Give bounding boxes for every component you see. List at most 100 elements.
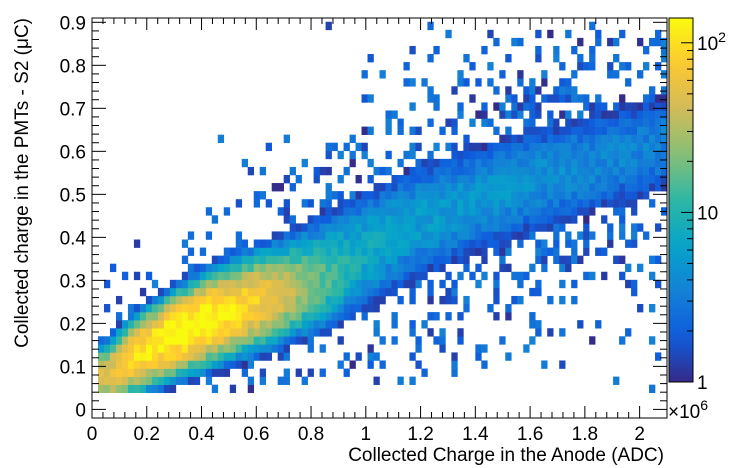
heatmap-cell xyxy=(151,320,159,329)
heatmap-cell xyxy=(205,263,213,273)
heatmap-cell xyxy=(475,158,482,168)
heatmap-cell xyxy=(145,376,153,385)
heatmap-cell xyxy=(373,166,380,176)
heatmap-cell xyxy=(589,158,596,168)
heatmap-cell xyxy=(541,70,548,79)
heatmap-cell xyxy=(301,271,308,281)
heatmap-cell xyxy=(415,263,422,273)
heatmap-cell xyxy=(493,199,500,208)
heatmap-cell xyxy=(553,191,560,200)
heatmap-cell xyxy=(391,207,398,216)
heatmap-cell xyxy=(241,295,249,305)
heatmap-cell xyxy=(451,118,458,127)
heatmap-cell xyxy=(535,207,542,216)
heatmap-cell xyxy=(463,295,470,305)
heatmap-cell xyxy=(559,134,566,144)
heatmap-cell xyxy=(151,360,159,369)
heatmap-cell xyxy=(145,328,153,337)
heatmap-cell xyxy=(133,384,141,394)
heatmap-cell xyxy=(457,191,464,200)
heatmap-cell xyxy=(565,183,572,192)
heatmap-cell xyxy=(565,86,572,95)
heatmap-cell xyxy=(277,247,284,256)
heatmap-cell xyxy=(259,328,266,337)
heatmap-cell xyxy=(487,191,494,200)
heatmap-cell xyxy=(319,247,326,256)
heatmap-cell xyxy=(337,279,344,289)
heatmap-cell xyxy=(637,304,644,313)
heatmap-cell xyxy=(109,336,117,345)
heatmap-cell xyxy=(499,183,506,192)
heatmap-cell xyxy=(541,174,548,184)
heatmap-cell xyxy=(361,215,368,224)
heatmap-cell xyxy=(445,312,452,321)
heatmap-cell xyxy=(409,352,416,361)
heatmap-cell xyxy=(463,239,470,248)
heatmap-cell xyxy=(133,376,141,385)
heatmap-cell xyxy=(373,320,380,329)
heatmap-cell xyxy=(259,255,266,264)
heatmap-cell xyxy=(421,263,428,273)
heatmap-cell xyxy=(613,142,620,152)
heatmap-cell xyxy=(613,166,620,176)
heatmap-cell xyxy=(625,134,632,144)
heatmap-cell xyxy=(181,328,189,337)
heatmap-cell xyxy=(457,223,464,232)
heatmap-cell xyxy=(523,271,530,281)
heatmap-cell xyxy=(307,295,314,305)
heatmap-cell xyxy=(229,263,237,273)
heatmap-cell xyxy=(433,183,440,192)
heatmap-cell xyxy=(661,166,668,176)
heatmap-cell xyxy=(517,199,524,208)
heatmap-cell xyxy=(385,199,392,208)
heatmap-cell xyxy=(205,271,213,281)
heatmap-cell xyxy=(385,239,392,248)
heatmap-cell xyxy=(193,336,201,345)
heatmap-cell xyxy=(331,239,338,248)
heatmap-cell xyxy=(247,166,255,176)
heatmap-cell xyxy=(535,134,542,144)
heatmap-cell xyxy=(229,304,237,313)
heatmap-cell xyxy=(619,199,626,208)
heatmap-cell xyxy=(565,29,572,39)
heatmap-cell xyxy=(457,174,464,184)
heatmap-cell xyxy=(529,142,536,152)
y-tick-label: 0.6 xyxy=(60,142,86,163)
heatmap-cell xyxy=(613,183,620,192)
heatmap-cell xyxy=(559,191,566,200)
heatmap-cell xyxy=(409,207,416,216)
heatmap-cell xyxy=(397,231,404,240)
heatmap-cell xyxy=(439,295,446,305)
heatmap-cell xyxy=(199,328,207,337)
heatmap-cell xyxy=(289,336,296,345)
heatmap-cell xyxy=(439,191,446,200)
heatmap-cell xyxy=(439,231,446,240)
heatmap-cell xyxy=(277,312,284,321)
heatmap-cell xyxy=(505,174,512,184)
heatmap-cell xyxy=(199,336,207,345)
heatmap-cell xyxy=(271,271,278,281)
heatmap-cell xyxy=(499,239,506,248)
heatmap-cell xyxy=(337,295,344,305)
heatmap-cell xyxy=(367,352,374,361)
heatmap-cell xyxy=(199,295,207,305)
heatmap-cell xyxy=(109,368,117,377)
heatmap-cell xyxy=(307,215,314,224)
heatmap-cell xyxy=(181,360,189,369)
heatmap-cell xyxy=(535,54,542,63)
heatmap-cell xyxy=(613,174,620,184)
heatmap-cell xyxy=(565,142,572,152)
heatmap-cell xyxy=(637,158,644,168)
heatmap-cell xyxy=(355,352,362,361)
heatmap-cell xyxy=(193,263,201,273)
heatmap-cell xyxy=(319,312,326,321)
heatmap-cell xyxy=(535,287,542,297)
heatmap-cell xyxy=(355,263,362,273)
heatmap-cell xyxy=(541,255,548,264)
heatmap-cell xyxy=(649,255,656,264)
heatmap-cell xyxy=(325,21,332,31)
heatmap-cell xyxy=(397,247,404,256)
heatmap-cell xyxy=(517,174,524,184)
heatmap-cell xyxy=(367,174,374,184)
heatmap-cell xyxy=(631,166,638,176)
